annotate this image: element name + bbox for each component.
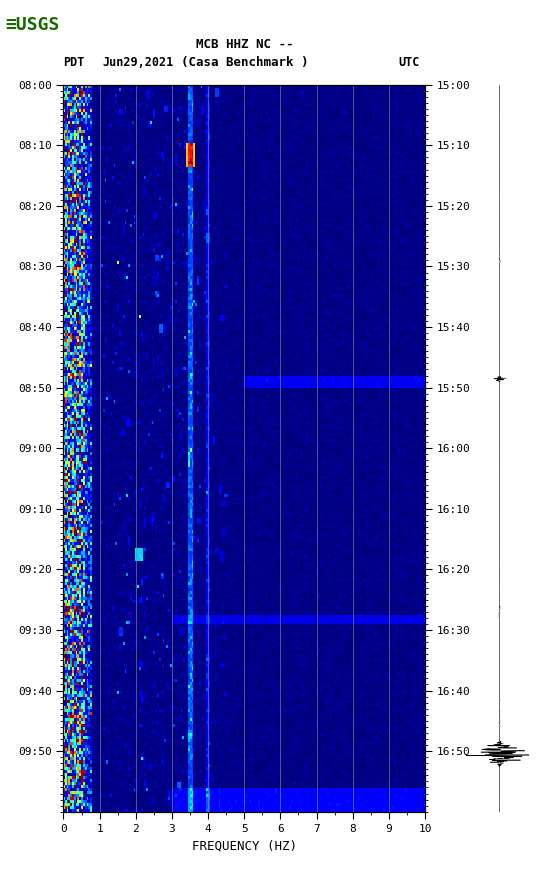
X-axis label: FREQUENCY (HZ): FREQUENCY (HZ) (192, 839, 297, 852)
Text: PDT: PDT (63, 56, 85, 69)
Text: (Casa Benchmark ): (Casa Benchmark ) (181, 56, 308, 69)
Text: Jun29,2021: Jun29,2021 (102, 56, 173, 69)
Text: MCB HHZ NC --: MCB HHZ NC -- (195, 38, 293, 51)
Text: UTC: UTC (398, 56, 420, 69)
Text: ≡USGS: ≡USGS (6, 16, 60, 34)
